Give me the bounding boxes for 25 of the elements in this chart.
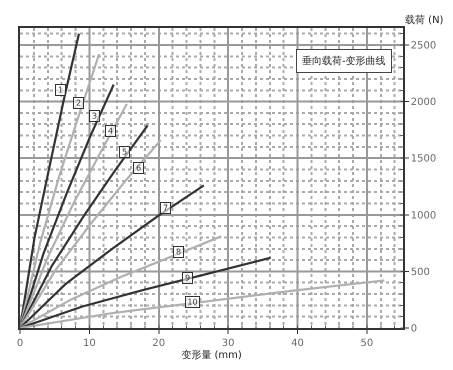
x-tick-label: 40 bbox=[291, 338, 304, 349]
annotation: 1 bbox=[58, 86, 64, 94]
y-axis-title: 载荷 (N) bbox=[405, 14, 444, 26]
y-tick-label: 0 bbox=[410, 324, 418, 334]
x-axis-title: 变形量 (mm) bbox=[181, 348, 242, 361]
x-tick-label: 10 bbox=[83, 338, 96, 349]
annotation: 7 bbox=[162, 204, 168, 212]
annotation: 9 bbox=[184, 274, 190, 282]
annotation: 8 bbox=[176, 248, 182, 256]
annotation: 6 bbox=[136, 164, 142, 172]
annotation: 10 bbox=[187, 298, 198, 306]
annotation: 3 bbox=[92, 112, 98, 120]
x-tick-label: 20 bbox=[152, 338, 166, 349]
annotation: 4 bbox=[108, 126, 114, 136]
annotation: 5 bbox=[122, 148, 128, 156]
annotation: 2 bbox=[76, 98, 82, 108]
y-tick-label: 500 bbox=[410, 266, 430, 278]
y-tick-label: 2000 bbox=[410, 97, 436, 108]
y-tick-label: 1000 bbox=[410, 210, 436, 222]
x-tick-label: 50 bbox=[360, 338, 374, 349]
y-tick-label: 1500 bbox=[410, 154, 436, 165]
x-tick-label: 30 bbox=[222, 338, 235, 349]
x-tick-label: 0 bbox=[16, 338, 24, 349]
text: 垂向载荷-变形曲线 bbox=[302, 55, 386, 67]
y-tick-label: 2500 bbox=[410, 40, 436, 52]
